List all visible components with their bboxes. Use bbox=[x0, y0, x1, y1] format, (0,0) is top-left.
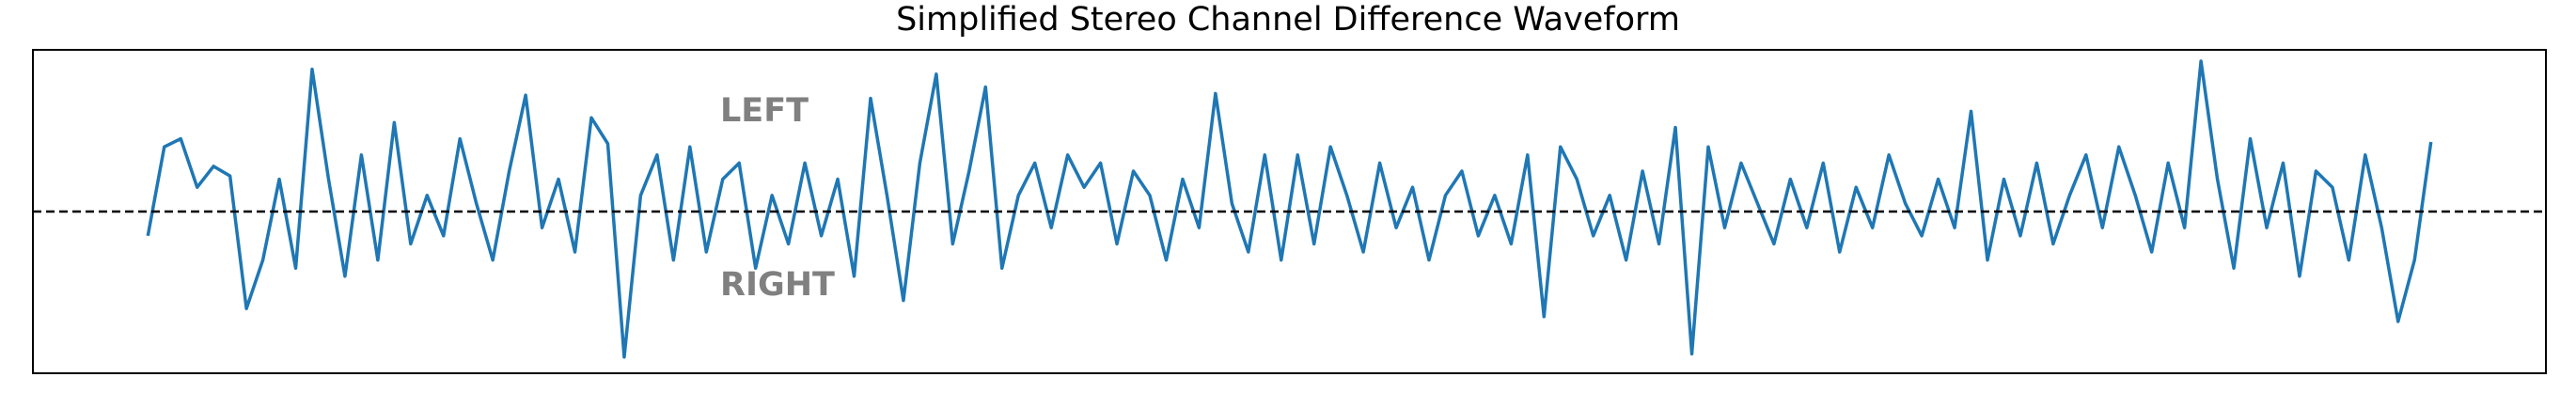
annotation: RIGHT bbox=[720, 266, 835, 304]
annotation: LEFT bbox=[720, 92, 809, 130]
chart-title: Simplified Stereo Channel Difference Wav… bbox=[896, 1, 1680, 39]
waveform-line bbox=[146, 59, 2433, 359]
